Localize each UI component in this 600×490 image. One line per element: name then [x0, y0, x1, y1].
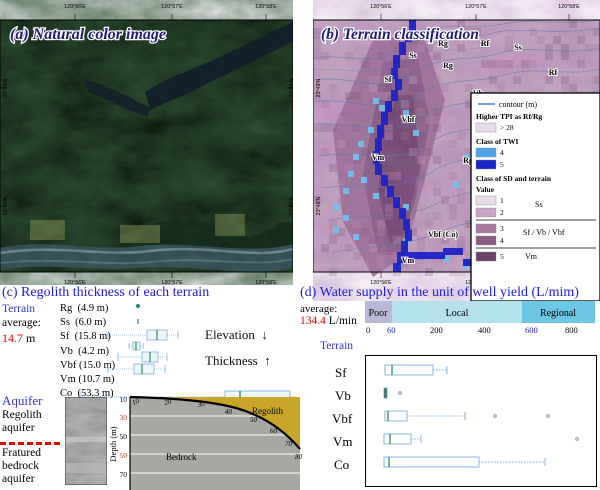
svg-text:23°48'N: 23°48'N	[289, 196, 293, 215]
svg-text:40: 40	[225, 408, 233, 416]
svg-text:60: 60	[270, 427, 278, 435]
svg-text:5: 5	[500, 160, 504, 169]
svg-text:0: 0	[366, 325, 370, 335]
svg-text:50: 50	[120, 451, 128, 460]
svg-text:Poor: Poor	[369, 308, 389, 319]
svg-text:Regional: Regional	[540, 308, 576, 319]
svg-text:2: 2	[500, 208, 504, 217]
svg-text:120°58'E: 120°58'E	[255, 4, 277, 10]
svg-text:Bedrock: Bedrock	[166, 452, 197, 462]
svg-text:Higher TPI as Rf/Rg: Higher TPI as Rf/Rg	[476, 112, 542, 121]
svg-text:(a) Natural color image: (a) Natural color image	[10, 26, 166, 43]
svg-text:Vm: Vm	[372, 153, 385, 162]
svg-text:Class of TWI: Class of TWI	[476, 137, 518, 146]
svg-text:Ss: Ss	[409, 51, 417, 60]
svg-text:23°48'N: 23°48'N	[3, 196, 9, 215]
svg-text:120°56'E: 120°56'E	[64, 4, 86, 10]
svg-text:Vm: Vm	[402, 256, 415, 265]
svg-text:30: 30	[120, 413, 128, 422]
svg-text:1: 1	[500, 196, 504, 205]
svg-text:120°56'E: 120°56'E	[370, 4, 392, 10]
svg-text:10: 10	[120, 395, 128, 404]
svg-text:4: 4	[500, 148, 504, 157]
svg-text:4: 4	[500, 236, 504, 245]
svg-text:Vm: Vm	[525, 252, 538, 261]
svg-text:120°57'E: 120°57'E	[161, 4, 183, 10]
svg-text:Value: Value	[476, 185, 495, 194]
svg-text:200: 200	[430, 325, 443, 335]
svg-text:3: 3	[500, 224, 504, 233]
svg-text:Sf: Sf	[384, 75, 391, 84]
svg-text:Rg: Rg	[443, 61, 453, 70]
svg-text:Rf: Rf	[549, 68, 558, 77]
svg-text:Ss: Ss	[535, 200, 543, 209]
svg-text:> 28: > 28	[500, 123, 514, 132]
svg-text:Vbf: Vbf	[402, 115, 415, 124]
svg-text:Class of SD and terrain: Class of SD and terrain	[476, 174, 552, 183]
svg-text:Depth (m): Depth (m)	[108, 426, 118, 461]
svg-text:23°49'N: 23°49'N	[3, 78, 9, 97]
svg-text:23°49'N: 23°49'N	[316, 78, 322, 97]
svg-text:contour (m): contour (m)	[499, 100, 537, 109]
svg-text:23°48'N: 23°48'N	[316, 196, 322, 215]
svg-text:70: 70	[285, 440, 293, 448]
svg-text:600: 600	[525, 325, 538, 335]
svg-text:Vbf (Co): Vbf (Co)	[428, 230, 458, 239]
svg-text:400: 400	[478, 325, 491, 335]
svg-text:(b) Terrain classification: (b) Terrain classification	[321, 26, 479, 43]
svg-text:5: 5	[500, 252, 504, 261]
svg-text:Sf / Vb / Vbf: Sf / Vb / Vbf	[523, 228, 565, 237]
svg-text:Rf: Rf	[481, 39, 490, 48]
svg-text:800: 800	[565, 325, 578, 335]
svg-text:Local: Local	[446, 308, 469, 319]
svg-text:Regolith: Regolith	[252, 406, 283, 416]
svg-text:70: 70	[120, 470, 128, 479]
svg-text:23°49'N: 23°49'N	[289, 78, 293, 97]
svg-text:120°58'E: 120°58'E	[558, 4, 580, 10]
svg-text:60: 60	[387, 325, 396, 335]
svg-text:120°57'E: 120°57'E	[465, 4, 487, 10]
svg-text:50: 50	[120, 432, 128, 441]
svg-text:50: 50	[250, 416, 258, 424]
svg-text:Ss: Ss	[514, 43, 522, 52]
